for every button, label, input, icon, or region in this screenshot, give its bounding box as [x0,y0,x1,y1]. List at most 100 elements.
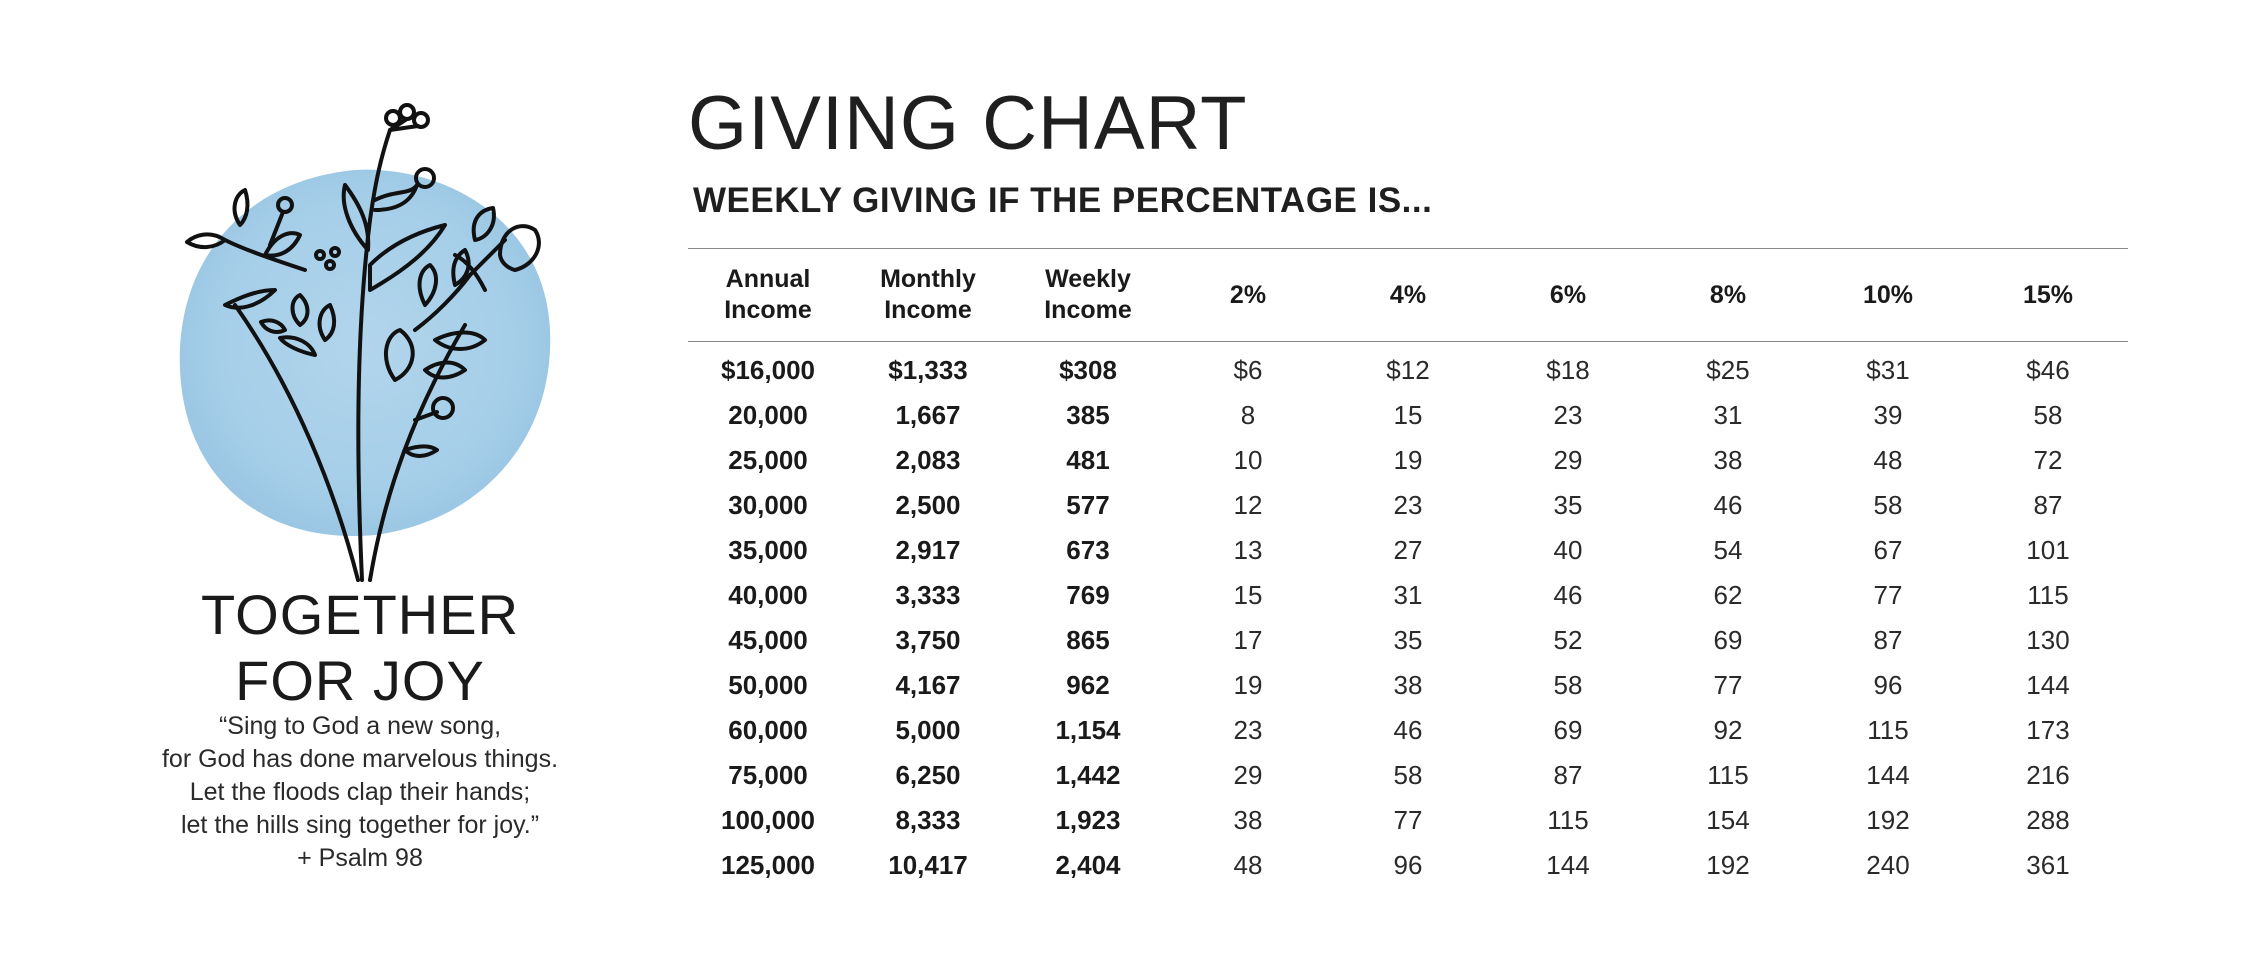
table-cell: 40,000 [728,580,808,610]
table-cell: 23 [1393,490,1423,520]
table-row: 40,000 3,333 769 15 31 46 62 77 115 [688,573,2128,618]
column-header: 2% [1168,248,1328,342]
table-cell: 8 [1240,400,1256,430]
table-cell: 96 [1393,850,1423,880]
table-cell: 144 [1546,850,1590,880]
table-cell: 58 [1873,490,1903,520]
table-cell: 12 [1233,490,1263,520]
table-cell: 481 [1066,445,1110,475]
table-cell: 100,000 [721,805,815,835]
verse-citation: + Psalm 98 [297,844,423,872]
page-subtitle: WEEKLY GIVING IF THE PERCENTAGE IS... [693,181,1433,220]
table-cell: 62 [1713,580,1743,610]
table-cell: 8,333 [895,805,961,835]
verse-line: for God has done marvelous things. [161,745,559,773]
table-cell: 87 [2033,490,2063,520]
table-cell: 30,000 [728,490,808,520]
table-cell: 87 [1873,625,1903,655]
table-cell: 38 [1393,670,1423,700]
column-header: 6% [1488,248,1648,342]
table-cell: 288 [2026,805,2070,835]
table-cell: 10,417 [888,850,968,880]
table-cell: 577 [1066,490,1110,520]
verse-line: “Sing to God a new song, [218,712,502,740]
table-cell: 38 [1713,445,1743,475]
column-header-label: 8% [1709,280,1747,309]
table-cell: 27 [1393,535,1423,565]
table-cell: 1,442 [1055,760,1121,790]
table-cell: 15 [1233,580,1263,610]
brand-title: TOGETHER FOR JOY [100,582,620,714]
table-cell: 144 [2026,670,2070,700]
table-cell: 4,167 [895,670,961,700]
table-cell: 23 [1553,400,1583,430]
table-cell: 52 [1553,625,1583,655]
table-cell: 69 [1713,625,1743,655]
table-cell: 2,500 [895,490,961,520]
table-cell: 6,250 [895,760,961,790]
table-cell: 54 [1713,535,1743,565]
table-cell: 130 [2026,625,2070,655]
table-cell: 192 [1706,850,1750,880]
table-cell: 45,000 [728,625,808,655]
column-header-label: Income [724,296,812,324]
table-cell: 67 [1873,535,1903,565]
table-cell: 216 [2026,760,2070,790]
table-row: 75,000 6,250 1,442 29 58 87 115 144 216 [688,753,2128,798]
table-cell: 144 [1866,760,1910,790]
table-cell: 48 [1873,445,1903,475]
table-row: 50,000 4,167 962 19 38 58 77 96 144 [688,663,2128,708]
table-cell: 50,000 [728,670,808,700]
column-header-label: 4% [1389,280,1427,309]
table-cell: 3,333 [895,580,961,610]
table-cell: $25 [1706,355,1750,385]
table-cell: 115 [1867,715,1909,745]
table-row: 25,000 2,083 481 10 19 29 38 48 72 [688,438,2128,483]
table-cell: 38 [1233,805,1263,835]
column-header: Monthly Income [848,248,1008,342]
table-cell: 13 [1233,535,1263,565]
page-title: GIVING CHART [688,81,1248,166]
table-cell: 101 [2026,535,2070,565]
table-header: Annual Income Monthly Income Weekly Income 2% 4… [688,248,2128,342]
table-cell: 29 [1233,760,1263,790]
table-cell: 1,667 [895,400,961,430]
table-cell: 58 [1393,760,1423,790]
table-cell: 20,000 [728,400,808,430]
column-header-label: 10% [1862,280,1914,309]
table-cell: 23 [1233,715,1263,745]
table-cell: 240 [1866,850,1910,880]
table-cell: 962 [1066,670,1110,700]
table-cell: 5,000 [895,715,961,745]
table-cell: $46 [2026,355,2070,385]
table-cell: 87 [1553,760,1583,790]
verse-line: let the hills sing together for joy.” [180,811,540,839]
table-cell: 72 [2033,445,2063,475]
table-cell: 125,000 [721,850,815,880]
table-cell: 115 [1547,805,1589,835]
table-cell: $12 [1386,355,1430,385]
table-body: $16,000 $1,333 $308 $6 $12 $18 $25 $31 $46 20,000… [688,342,2128,889]
table-cell: $1,333 [888,355,968,385]
table-cell: $16,000 [721,355,815,385]
brand-panel: TOGETHER FOR JOY “Sing to God a new song… [100,80,620,900]
table-cell: 31 [1393,580,1423,610]
table-cell: 92 [1713,715,1743,745]
table-row: 35,000 2,917 673 13 27 40 54 67 101 [688,528,2128,573]
column-header-label: 6% [1549,280,1587,309]
table-cell: 40 [1553,535,1583,565]
column-header-label: Income [1044,296,1132,324]
table-cell: 19 [1233,670,1263,700]
giving-table-container: Annual Income Monthly Income Weekly Income 2% 4… [688,248,2128,888]
table-cell: 1,923 [1055,805,1121,835]
table-cell: 96 [1873,670,1903,700]
table-cell: 69 [1553,715,1583,745]
table-cell: 60,000 [728,715,808,745]
table-cell: 173 [2026,715,2070,745]
table-cell: 48 [1233,850,1263,880]
table-cell: 46 [1713,490,1743,520]
brand-title-line2: FOR JOY [235,649,485,712]
table-row: 45,000 3,750 865 17 35 52 69 87 130 [688,618,2128,663]
table-row: 125,000 10,417 2,404 48 96 144 192 240 361 [688,843,2128,888]
column-header-label: Monthly [880,265,976,293]
